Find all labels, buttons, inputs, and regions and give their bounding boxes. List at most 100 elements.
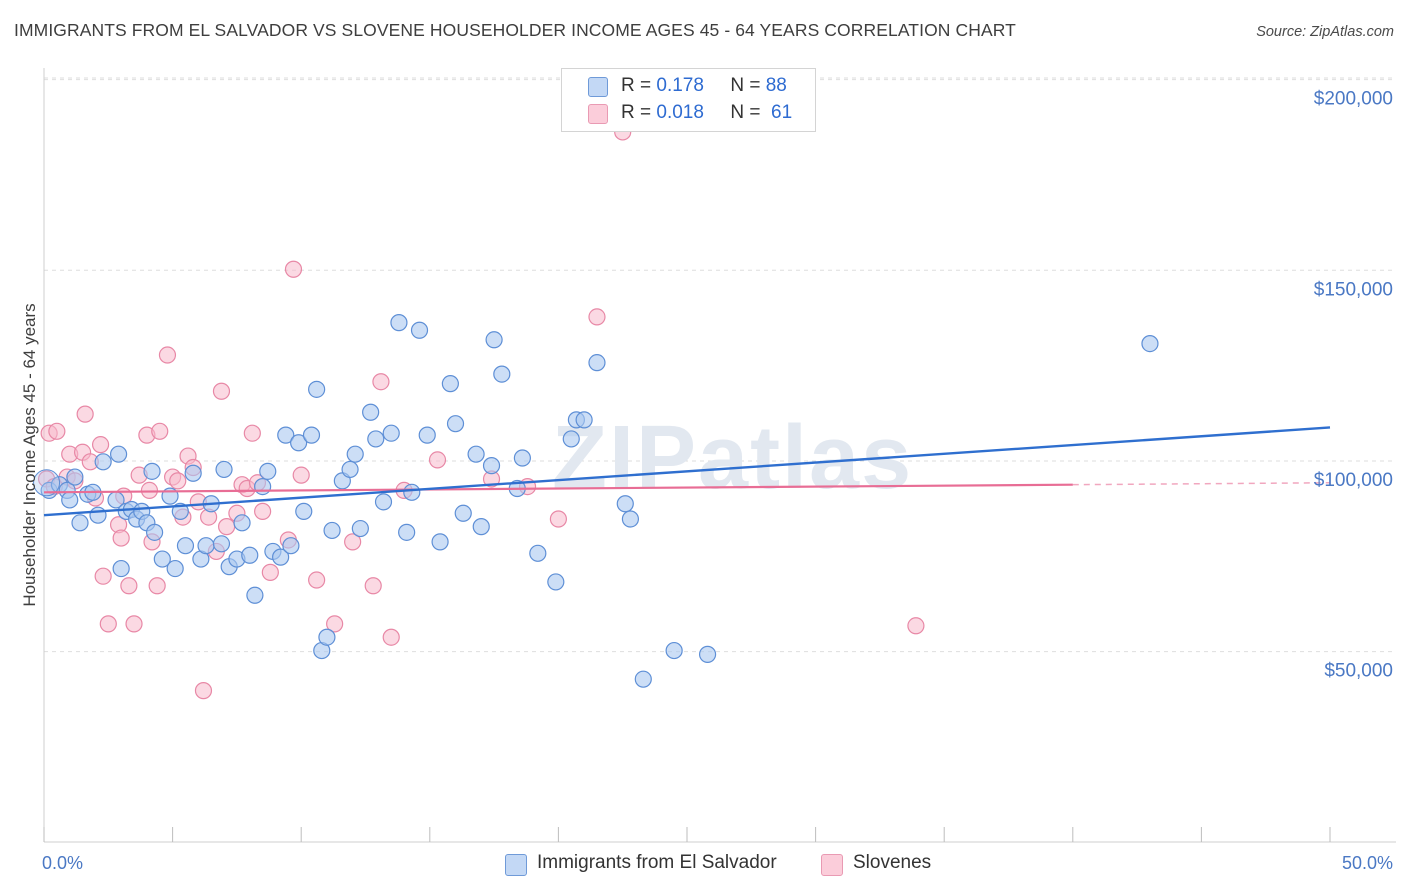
slovenes-trend-line <box>43 483 1073 494</box>
el-salvador-point <box>410 321 429 339</box>
slovenes-point <box>99 615 117 633</box>
legend-text-el-salvador: R = 0.178 N = 88 <box>621 75 787 97</box>
el-salvador-point <box>467 445 485 463</box>
el-salvador-point <box>390 314 408 332</box>
el-salvador-point <box>588 354 606 372</box>
el-salvador-point <box>621 510 640 528</box>
el-salvador-point <box>698 645 717 663</box>
legend-text-slovenes: R = 0.018 N = 61 <box>621 102 792 124</box>
slovenes-point <box>254 502 272 520</box>
el-salvador-point <box>351 519 369 538</box>
legend-swatch-slovenes <box>588 104 608 124</box>
slovenes-point <box>261 563 279 581</box>
el-salvador-point <box>71 514 89 532</box>
slovenes-point <box>284 260 303 278</box>
legend-n-label: N = <box>730 75 761 96</box>
el-salvador-point <box>176 537 195 555</box>
el-salvador-point <box>485 331 503 349</box>
el-salvador-point <box>341 460 359 479</box>
el-salvador-point <box>143 462 161 480</box>
el-salvador-point <box>446 415 465 433</box>
el-salvador-point <box>318 628 336 646</box>
slovenes-point <box>125 615 143 633</box>
el-salvador-point <box>374 493 393 511</box>
el-salvador-point <box>184 464 202 482</box>
slovenes-point <box>292 466 310 484</box>
slovenes-point <box>428 451 447 469</box>
bottom-swatch-el-salvador <box>505 854 527 876</box>
legend-n-value: 88 <box>765 75 787 96</box>
el-salvador-point <box>547 573 565 591</box>
el-salvador-point <box>109 445 128 463</box>
el-salvador-point <box>246 586 264 604</box>
slovenes-point <box>91 436 110 454</box>
slovenes-point <box>76 405 94 423</box>
el-salvador-point <box>295 502 313 520</box>
legend-r-value: 0.178 <box>656 75 704 96</box>
el-salvador-point <box>89 506 107 524</box>
el-salvador-point <box>367 430 385 448</box>
el-salvador-point <box>33 469 61 497</box>
slovenes-point <box>549 510 568 528</box>
slovenes-point <box>588 308 606 326</box>
el-salvador-point <box>441 375 459 393</box>
y-tick-labels: $50,000 $100,000 $150,000 $200,000 <box>1314 89 1393 682</box>
el-salvador-point <box>362 403 380 421</box>
el-salvador-point <box>66 468 84 486</box>
el-salvador-point <box>418 426 436 444</box>
legend-r-label: R = <box>621 102 652 123</box>
bottom-legend-label-slovenes: Slovenes <box>853 852 932 873</box>
el-salvador-point <box>145 523 164 541</box>
el-salvador-point <box>259 462 277 480</box>
slovenes-point <box>112 529 130 547</box>
slovenes-point <box>120 577 138 595</box>
el-salvador-point <box>290 434 308 452</box>
el-salvador-point <box>171 502 189 520</box>
slovenes-point <box>169 472 187 490</box>
el-salvador-point <box>346 445 364 463</box>
legend-swatch-el-salvador <box>588 77 608 97</box>
slovenes-point <box>158 346 177 364</box>
el-salvador-point <box>482 457 501 475</box>
el-salvador-point <box>272 548 290 566</box>
el-salvador-point <box>112 559 130 578</box>
legend-r-label: R = <box>621 75 652 96</box>
y-tick-label: $100,000 <box>1314 470 1393 491</box>
slovenes-point <box>218 518 236 536</box>
bottom-legend-label-el-salvador: Immigrants from El Salvador <box>537 852 777 873</box>
slovenes-point <box>382 628 400 646</box>
el-salvador-point <box>382 424 400 442</box>
slovenes-point <box>94 567 112 585</box>
el-salvador-point <box>575 411 593 429</box>
slovenes-point <box>148 577 166 595</box>
el-salvador-point <box>308 380 326 398</box>
el-salvador-point <box>1141 334 1159 353</box>
el-salvador-point <box>61 491 79 509</box>
slovenes-point <box>48 422 66 440</box>
slovenes-point <box>212 382 231 400</box>
el-salvador-point <box>254 477 272 496</box>
y-axis-label: Householder Income Ages 45 - 64 years <box>20 303 39 606</box>
el-salvador-point <box>616 495 634 513</box>
slovenes-trend-line-extrapolated <box>1072 482 1331 486</box>
slovenes-point <box>907 617 925 635</box>
el-salvador-point <box>493 365 511 383</box>
x-tick-label-min: 0.0% <box>42 853 83 873</box>
el-salvador-point <box>431 533 449 551</box>
slovenes-point <box>151 422 169 440</box>
slovenes-point <box>364 577 382 595</box>
el-salvador-point <box>403 483 421 501</box>
el-salvador-point <box>212 535 231 553</box>
chart-title: IMMIGRANTS FROM EL SALVADOR VS SLOVENE H… <box>14 20 1016 40</box>
x-tick-label-max: 50.0% <box>1342 853 1393 873</box>
el-salvador-point <box>665 641 683 660</box>
slovenes-point <box>194 682 213 700</box>
el-salvador-point <box>302 426 321 444</box>
el-salvador-point <box>277 426 295 444</box>
el-salvador-point <box>166 559 184 578</box>
el-salvador-trend-line <box>43 426 1331 517</box>
slovenes-point <box>372 373 390 391</box>
legend-n-value: 61 <box>771 102 793 123</box>
axes <box>43 68 1396 843</box>
